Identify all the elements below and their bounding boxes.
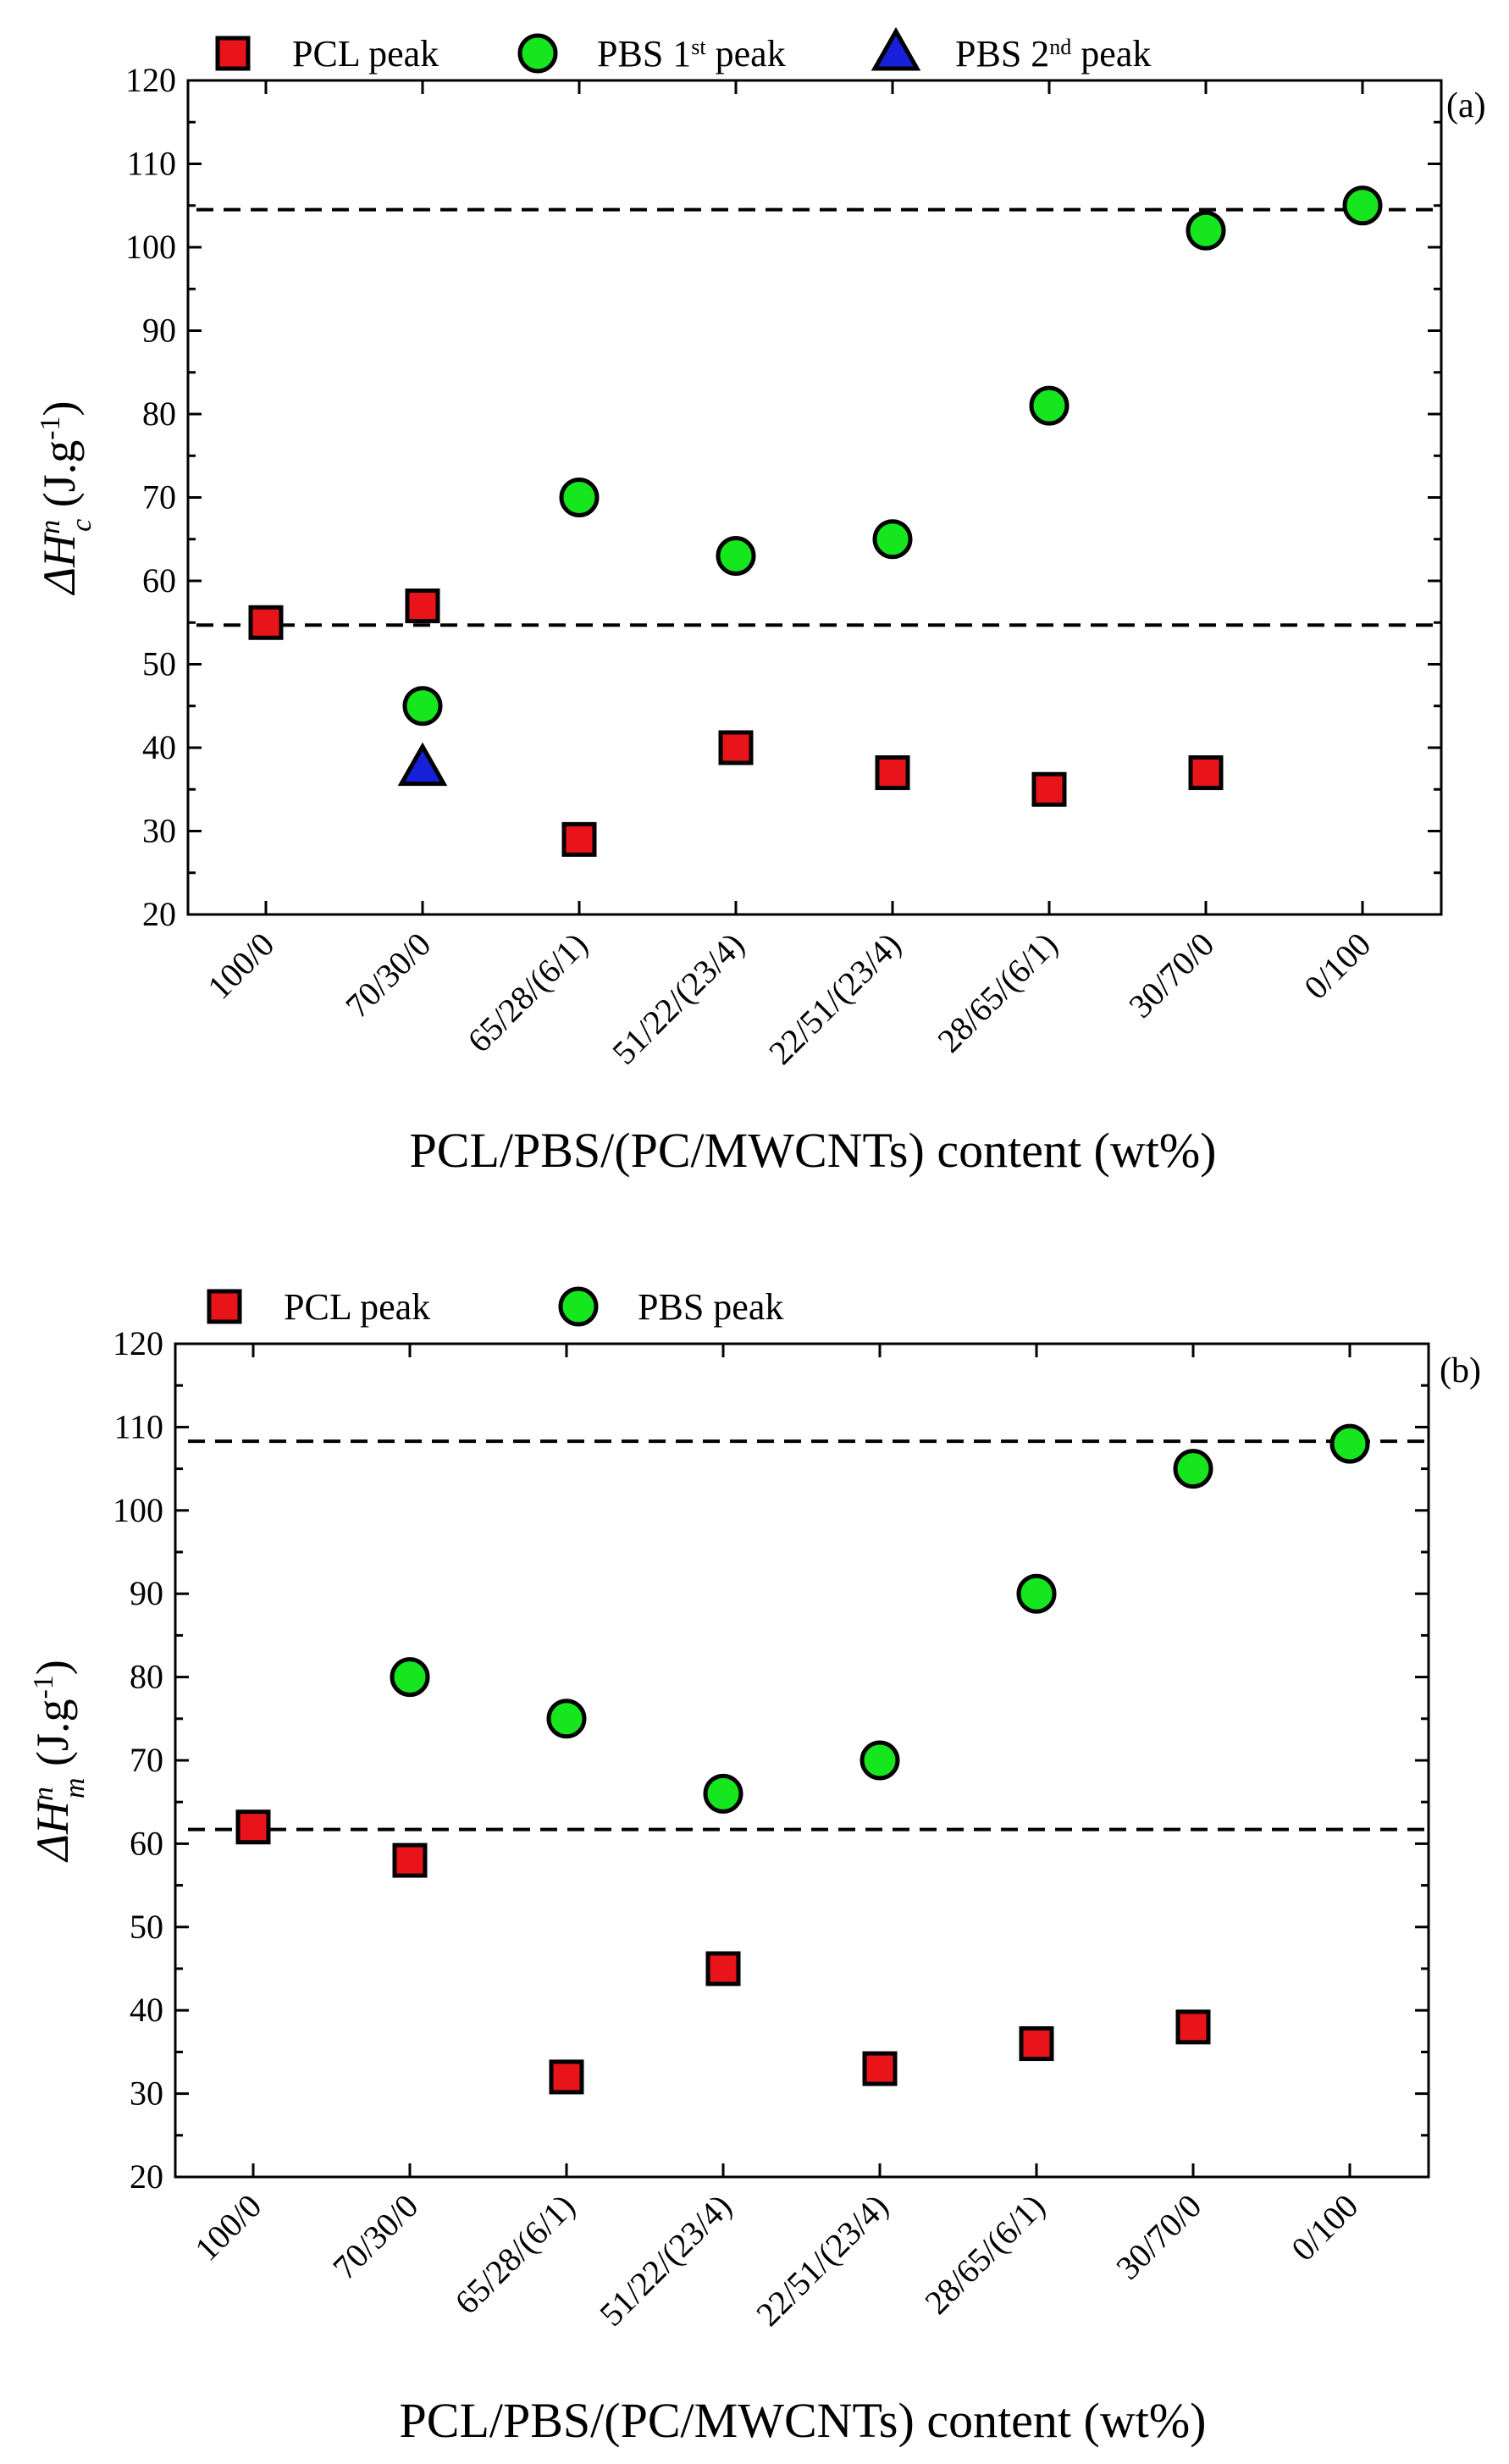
x-category-label: 70/30/0 <box>338 925 438 1025</box>
x-axis-label: PCL/PBS/(PC/MWCNTs) content (wt%) <box>400 2393 1207 2448</box>
data-point-circle <box>872 519 913 560</box>
data-point-circle <box>716 535 756 576</box>
y-axis-label: ΔHnc (J.g-1) <box>34 401 97 595</box>
data-point-circle <box>1329 1423 1370 1464</box>
y-tick-label: 110 <box>126 145 176 183</box>
x-category-label: 65/28/(6/1) <box>460 925 594 1060</box>
data-point-triangle <box>397 742 448 787</box>
x-category-label: 28/65/(6/1) <box>930 925 1064 1060</box>
data-point-square <box>1031 771 1067 807</box>
y-tick-label: 110 <box>113 1407 163 1445</box>
legend-label: PBS peak <box>638 1286 783 1328</box>
y-tick-label: 20 <box>130 2157 163 2196</box>
y-axis-label: ΔHnm (J.g-1) <box>27 1660 91 1863</box>
y-tick-label: 30 <box>130 2075 163 2113</box>
x-category-label: 100/0 <box>200 925 281 1007</box>
legend-marker-square <box>207 1289 242 1324</box>
data-point-circle <box>546 1699 587 1739</box>
data-point-square <box>862 2051 898 2086</box>
y-tick-label: 50 <box>130 1908 163 1946</box>
y-tick-label: 20 <box>142 895 176 933</box>
data-point-square <box>1188 755 1224 791</box>
plot-frame <box>174 1342 1430 2179</box>
x-category-label: 0/100 <box>1296 925 1378 1007</box>
y-tick-label: 40 <box>130 1991 163 2029</box>
x-category-label: 30/70/0 <box>1108 2187 1208 2287</box>
data-point-square <box>549 2059 584 2095</box>
data-point-square <box>1175 2009 1211 2045</box>
legend-label: PBS 1st peak <box>597 33 786 75</box>
y-tick-label: 100 <box>113 1491 163 1529</box>
x-category-label: 51/22/(23/4) <box>605 925 751 1072</box>
legend-marker-triangle <box>871 26 921 71</box>
data-point-square <box>1019 2026 1054 2062</box>
legend-marker-square <box>215 36 251 71</box>
y-tick-label: 120 <box>113 1324 163 1362</box>
data-point-square <box>235 1809 271 1845</box>
x-axis-label: PCL/PBS/(PC/MWCNTs) content (wt%) <box>410 1123 1217 1178</box>
legend-marker-circle <box>558 1286 599 1327</box>
data-point-circle <box>1186 210 1226 251</box>
y-tick-label: 60 <box>130 1824 163 1862</box>
y-tick-label: 80 <box>130 1658 163 1696</box>
data-point-square <box>392 1842 428 1878</box>
legend-marker-circle <box>517 33 558 74</box>
x-category-label: 30/70/0 <box>1121 925 1221 1025</box>
chart-panel-b: 20 30 40 50 60 70 80 90 100 110 120 100/0 70/30/0 65/… <box>27 1286 1481 2448</box>
data-point-circle <box>390 1657 430 1698</box>
data-point-circle <box>1016 1573 1057 1614</box>
x-category-label: 100/0 <box>187 2187 268 2268</box>
data-point-square <box>875 755 910 791</box>
data-point-circle <box>559 478 600 517</box>
chart-panel-a: 20 30 40 50 60 70 80 90 100 110 120 100/0 70/30/0 65/… <box>34 26 1486 1178</box>
y-tick-label: 40 <box>142 728 176 766</box>
x-category-label: 0/100 <box>1284 2187 1365 2268</box>
y-tick-label: 90 <box>142 312 176 350</box>
data-point-square <box>705 1951 741 1986</box>
y-tick-label: 100 <box>125 228 176 266</box>
data-point-circle <box>703 1773 743 1814</box>
x-category-label: 70/30/0 <box>325 2187 425 2287</box>
y-tick-label: 60 <box>142 561 176 599</box>
data-point-circle <box>1173 1449 1213 1489</box>
y-tick-label: 120 <box>125 61 176 99</box>
panel-label: (a) <box>1446 86 1486 125</box>
data-point-circle <box>860 1740 900 1781</box>
y-tick-label: 30 <box>142 812 176 850</box>
y-tick-label: 50 <box>142 645 176 683</box>
y-tick-label: 70 <box>142 478 176 517</box>
y-tick-label: 70 <box>130 1741 163 1779</box>
legend-label: PBS 2nd peak <box>955 33 1151 75</box>
legend-label: PCL peak <box>284 1286 430 1328</box>
legend-label: PCL peak <box>292 33 439 75</box>
x-category-label: 65/28/(6/1) <box>447 2187 582 2322</box>
data-point-circle <box>1342 185 1383 226</box>
data-point-square <box>718 730 754 765</box>
x-category-label: 51/22/(23/4) <box>592 2187 738 2334</box>
plot-frame <box>186 79 1443 916</box>
x-category-label: 28/65/(6/1) <box>917 2187 1052 2322</box>
y-tick-label: 80 <box>142 395 176 433</box>
data-point-square <box>405 588 440 624</box>
panel-label: (b) <box>1440 1351 1481 1390</box>
data-point-circle <box>402 686 443 726</box>
data-point-circle <box>1029 385 1070 426</box>
data-point-square <box>248 605 284 640</box>
x-category-label: 22/51/(23/4) <box>749 2187 895 2334</box>
data-point-square <box>561 821 597 857</box>
x-category-label: 22/51/(23/4) <box>761 925 908 1072</box>
y-tick-label: 90 <box>130 1574 163 1612</box>
